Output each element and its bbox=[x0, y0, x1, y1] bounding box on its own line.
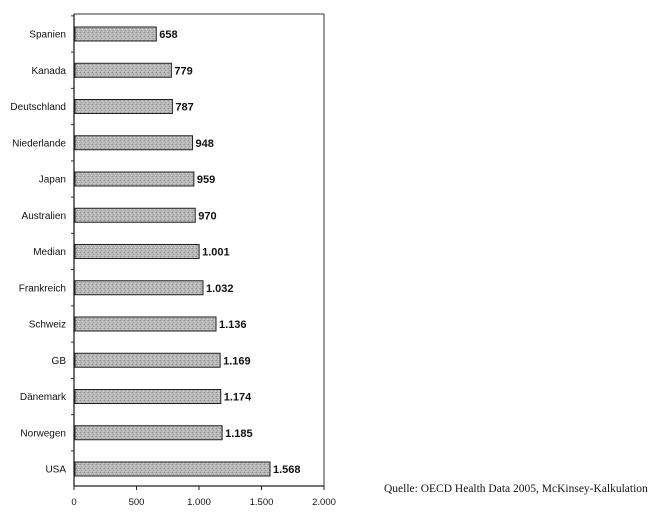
value-label: 779 bbox=[174, 65, 192, 77]
bar bbox=[75, 27, 156, 41]
category-label: Frankreich bbox=[19, 283, 66, 294]
category-label: Japan bbox=[39, 175, 66, 186]
bar bbox=[75, 353, 220, 367]
value-label: 948 bbox=[196, 138, 214, 150]
bar bbox=[75, 390, 221, 404]
value-label: 658 bbox=[159, 29, 177, 41]
value-label: 1.568 bbox=[273, 464, 301, 476]
bar bbox=[75, 172, 194, 186]
category-label: Kanada bbox=[32, 66, 67, 77]
bar bbox=[75, 426, 222, 440]
category-label: Median bbox=[33, 247, 66, 258]
category-label: Niederlande bbox=[12, 138, 66, 149]
category-label: Norwegen bbox=[20, 428, 66, 439]
x-tick-label: 1.500 bbox=[250, 497, 274, 508]
x-tick-label: 0 bbox=[71, 497, 76, 508]
category-label: GB bbox=[52, 356, 67, 367]
bar bbox=[75, 281, 203, 295]
value-label: 1.001 bbox=[202, 247, 230, 259]
value-label: 1.169 bbox=[223, 355, 251, 367]
bar bbox=[75, 317, 216, 331]
category-label: Schweiz bbox=[29, 320, 66, 331]
bar bbox=[75, 462, 270, 476]
value-label: 1.136 bbox=[219, 319, 247, 331]
value-label: 787 bbox=[175, 102, 193, 114]
source-note: Quelle: OECD Health Data 2005, McKinsey-… bbox=[384, 483, 648, 495]
x-tick-label: 500 bbox=[129, 497, 145, 508]
value-label: 1.032 bbox=[206, 283, 234, 295]
bar bbox=[75, 100, 172, 114]
category-label: Dänemark bbox=[20, 392, 67, 403]
category-label: Spanien bbox=[29, 30, 66, 41]
bars bbox=[75, 27, 270, 476]
x-axis: 0 500 1.000 1.500 2.000 bbox=[71, 486, 336, 508]
value-label: 970 bbox=[198, 210, 216, 222]
bar bbox=[75, 136, 193, 150]
category-label: Deutschland bbox=[10, 102, 66, 113]
category-label: USA bbox=[45, 465, 66, 476]
value-label: 959 bbox=[197, 174, 215, 186]
value-label: 1.185 bbox=[225, 428, 253, 440]
bar bbox=[75, 208, 195, 222]
value-label: 1.174 bbox=[224, 392, 252, 404]
x-tick-label: 1.000 bbox=[187, 497, 211, 508]
bar bbox=[75, 245, 199, 259]
bar bbox=[75, 63, 171, 77]
x-tick-label: 2.000 bbox=[312, 497, 336, 508]
category-label: Australien bbox=[22, 211, 66, 222]
